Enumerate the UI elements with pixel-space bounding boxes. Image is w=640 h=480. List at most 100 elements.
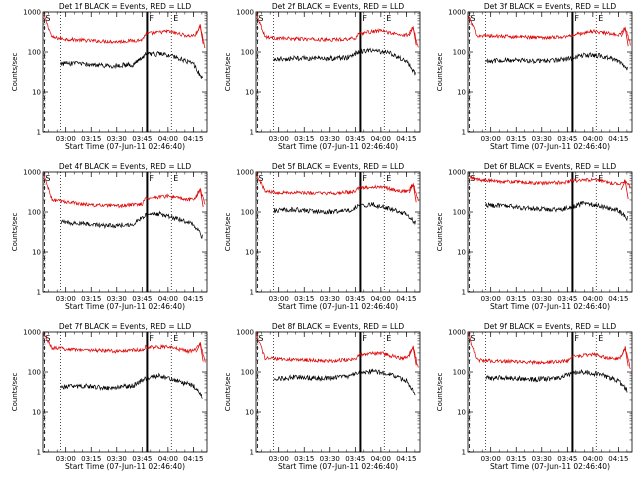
detector-panel: Det 9f BLACK = Events, RED = LLD 1 10 100 10…	[436, 322, 633, 471]
flare-marker-label: F	[362, 14, 367, 23]
y-axis-label: Counts/sec	[224, 53, 232, 92]
x-tick-label: 03:15	[294, 455, 314, 463]
y-axis-label: Counts/sec	[436, 213, 444, 252]
x-tick-label: 03:45	[345, 135, 365, 143]
y-tick-label: 1	[250, 129, 254, 137]
y-tick-label: 100	[241, 369, 254, 377]
y-axis-label: Counts/sec	[11, 53, 19, 92]
start-marker-label: S	[258, 334, 263, 343]
flare-marker-label: F	[149, 334, 154, 343]
plot-frame	[467, 171, 633, 293]
flare-marker-label: F	[574, 174, 579, 183]
end-marker-label: E	[173, 334, 178, 343]
lld-peak-mark	[408, 345, 417, 366]
x-tick-label: 04:00	[583, 135, 603, 143]
y-tick-label: 10	[457, 409, 466, 417]
end-marker-label: E	[386, 334, 391, 343]
start-marker-label: S	[258, 174, 263, 183]
x-tick-label: 03:00	[481, 295, 501, 303]
flare-marker-label: F	[149, 14, 154, 23]
y-tick-label: 100	[28, 369, 41, 377]
x-tick-label: 04:00	[583, 455, 603, 463]
lld-rate-trace	[468, 15, 631, 46]
x-tick-label: 04:15	[608, 135, 628, 143]
x-tick-label: 03:30	[320, 135, 340, 143]
x-tick-label: 03:30	[532, 295, 552, 303]
x-tick-label: 03:00	[481, 135, 501, 143]
end-marker-label: E	[598, 174, 603, 183]
end-marker-label: E	[598, 14, 603, 23]
y-tick-label: 10	[245, 89, 254, 97]
x-axis-label: Start Time (07-Jun-11 02:46:40)	[278, 462, 398, 471]
y-tick-label: 1000	[448, 9, 466, 17]
x-tick-label: 04:00	[371, 455, 391, 463]
y-tick-label: 1	[37, 129, 41, 137]
x-tick-label: 03:15	[81, 295, 101, 303]
x-axis-label: Start Time (07-Jun-11 02:46:40)	[490, 142, 610, 151]
x-tick-label: 03:00	[269, 455, 289, 463]
x-tick-label: 03:00	[269, 295, 289, 303]
lld-peak-mark	[408, 182, 417, 203]
start-marker-label: S	[45, 174, 50, 183]
y-axis-label: Counts/sec	[224, 373, 232, 412]
detector-panel: Det 1f BLACK = Events, RED = LLD 1 10 100 10…	[11, 2, 208, 151]
y-tick-label: 1000	[236, 9, 254, 17]
panel-title: Det 8f BLACK = Events, RED = LLD	[272, 322, 405, 331]
x-tick-label: 04:00	[158, 455, 178, 463]
events-rate-trace	[273, 202, 416, 225]
panel-title: Det 7f BLACK = Events, RED = LLD	[59, 322, 192, 331]
events-rate-trace	[273, 47, 416, 76]
panel-title: Det 9f BLACK = Events, RED = LLD	[484, 322, 617, 331]
detector-panel: Det 2f BLACK = Events, RED = LLD 1 10 100 10…	[224, 2, 421, 151]
x-axis-label: Start Time (07-Jun-11 02:46:40)	[490, 462, 610, 471]
x-tick-label: 03:45	[345, 455, 365, 463]
events-rate-trace	[485, 52, 628, 71]
x-tick-label: 03:30	[107, 135, 127, 143]
y-tick-label: 1	[37, 449, 41, 457]
y-tick-label: 100	[453, 209, 466, 217]
x-tick-label: 03:15	[81, 135, 101, 143]
panel-title: Det 3f BLACK = Events, RED = LLD	[484, 2, 617, 11]
detector-panel: Det 6f BLACK = Events, RED = LLD 1 10 100 10…	[436, 162, 633, 311]
x-tick-label: 03:45	[557, 455, 577, 463]
lld-peak-mark	[620, 179, 629, 200]
y-tick-label: 1	[37, 289, 41, 297]
flare-marker-label: F	[574, 14, 579, 23]
y-axis-label: Counts/sec	[436, 53, 444, 92]
start-marker-label: S	[470, 334, 475, 343]
x-tick-label: 03:15	[506, 135, 526, 143]
panel-title: Det 5f BLACK = Events, RED = LLD	[272, 162, 405, 171]
detector-panel: Det 5f BLACK = Events, RED = LLD 1 10 100 10…	[224, 162, 421, 311]
x-tick-label: 03:45	[132, 295, 152, 303]
x-tick-label: 04:00	[583, 295, 603, 303]
x-tick-label: 04:15	[608, 455, 628, 463]
flare-marker-label: F	[362, 334, 367, 343]
x-tick-label: 04:15	[396, 455, 416, 463]
x-tick-label: 04:00	[371, 295, 391, 303]
end-marker-label: E	[173, 14, 178, 23]
x-tick-label: 04:15	[183, 135, 203, 143]
x-tick-label: 03:00	[56, 455, 76, 463]
y-tick-label: 1000	[448, 329, 466, 337]
x-tick-label: 03:15	[294, 295, 314, 303]
y-axis-label: Counts/sec	[436, 373, 444, 412]
plot-frame	[467, 331, 633, 453]
plot-frame	[255, 11, 421, 133]
plot-frame	[42, 171, 208, 293]
x-tick-label: 03:00	[56, 295, 76, 303]
lld-peak-mark	[620, 346, 629, 367]
x-tick-label: 03:30	[320, 295, 340, 303]
x-tick-label: 03:30	[107, 455, 127, 463]
lld-peak-mark	[408, 25, 417, 46]
y-tick-label: 1	[462, 449, 466, 457]
panel-title: Det 2f BLACK = Events, RED = LLD	[272, 2, 405, 11]
x-tick-label: 03:45	[557, 135, 577, 143]
lld-peak-mark	[620, 26, 629, 47]
events-rate-trace	[273, 368, 416, 396]
lld-rate-trace	[468, 333, 631, 370]
panel-title: Det 4f BLACK = Events, RED = LLD	[59, 162, 192, 171]
x-tick-label: 03:30	[532, 135, 552, 143]
x-tick-label: 03:15	[506, 455, 526, 463]
lld-rate-trace	[43, 13, 206, 49]
y-tick-label: 10	[457, 89, 466, 97]
